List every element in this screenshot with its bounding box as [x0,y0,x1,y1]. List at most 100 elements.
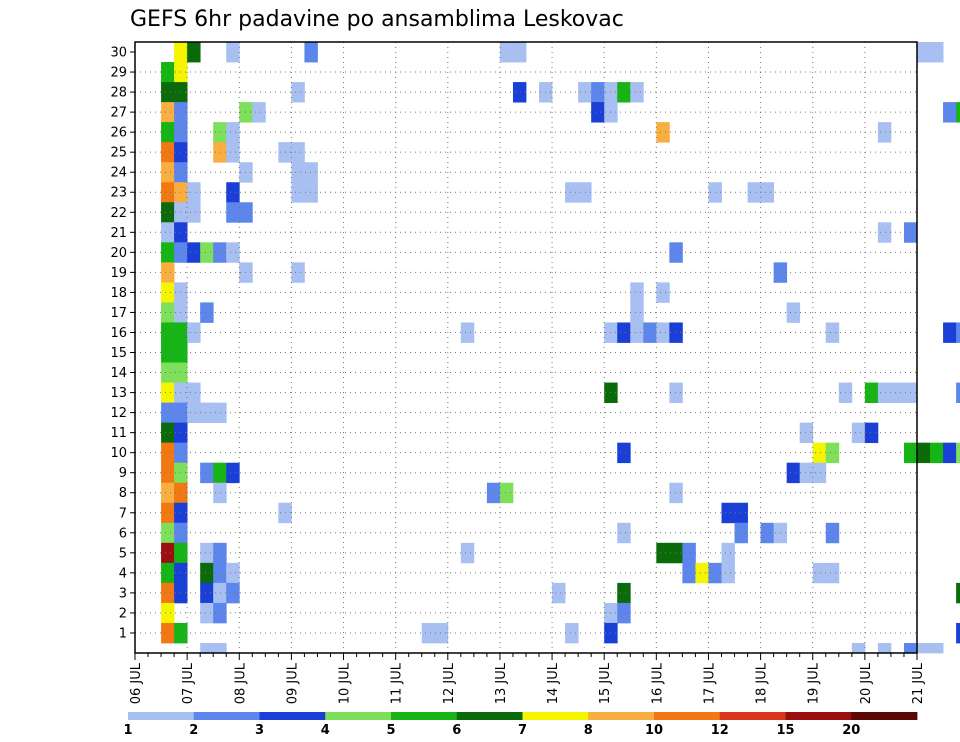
precip-cell-m10-t52 [812,442,827,464]
precip-cell-m0-t61 [930,642,944,654]
precip-cell-m16-t25 [460,322,475,343]
precip-cell-m9-t6 [213,462,227,484]
precip-cell-m16-t37 [617,322,631,343]
precip-cell-m10-t61 [930,442,944,464]
colorbar-swatch-9 [654,712,721,720]
precip-cell-m1-t22 [421,622,436,644]
plot-frame [134,41,918,654]
precip-cell-m1-t63 [956,622,960,644]
precip-cell-m5-t41 [669,542,683,564]
precip-cell-m3-t32 [552,582,566,604]
x-tick-label-7: 13 JUL [494,662,509,704]
precip-cell-m6-t48 [760,522,775,544]
axes-layer: 1234567891011121314151617181920212223242… [110,41,926,704]
y-tick-label-2: 2 [119,606,127,621]
precip-cell-m4-t53 [825,562,840,584]
y-tick-label-23: 23 [110,186,127,201]
x-tick-label-10: 16 JUL [650,662,665,704]
precip-cell-m22-t4 [187,202,201,223]
precip-cell-m13-t56 [864,382,879,403]
precip-cell-m22-t2 [161,202,175,223]
precip-cell-m1-t33 [565,622,579,644]
precip-cell-m4-t52 [812,562,827,584]
colorbar-label-2: 2 [189,723,198,738]
precip-cell-m13-t4 [187,382,201,403]
precip-cell-m20-t6 [213,242,227,263]
y-tick-label-14: 14 [110,366,127,381]
y-tick-label-29: 29 [110,66,127,81]
precip-cell-m1-t23 [434,622,449,644]
precip-cell-m16-t41 [669,322,683,343]
precip-cell-m6-t2 [161,522,175,544]
precip-cell-m4-t2 [161,562,175,584]
precip-cell-m3-t2 [161,582,175,604]
precip-cell-m16-t62 [943,322,957,343]
precip-cell-m3-t37 [617,582,631,604]
precip-cell-m26-t6 [213,122,227,143]
precip-cell-m23-t7 [226,182,240,203]
x-tick-label-12: 18 JUL [755,662,770,704]
precip-cell-m25-t6 [213,142,227,163]
precip-cell-m16-t4 [187,322,201,343]
cells-layer [161,42,960,654]
precip-cell-m2-t2 [161,602,175,624]
colorbar-swatch-1 [128,712,195,720]
precip-cell-m2-t6 [213,602,227,624]
precip-cell-m3-t6 [213,582,227,604]
precip-cell-m16-t2 [161,322,175,343]
precip-cell-m7-t46 [734,502,748,524]
precip-cell-m4-t42 [682,562,696,584]
precip-cell-m8-t6 [213,482,227,504]
precip-cell-m5-t25 [460,542,475,564]
precip-cell-m26-t40 [656,122,670,143]
x-tick-label-5: 11 JUL [390,662,405,704]
precip-cell-m20-t41 [669,242,683,263]
colorbar-label-1: 1 [123,723,132,738]
x-tick-label-15: 21 JUL [911,662,926,704]
precip-cell-m30-t28 [499,42,514,63]
precip-cell-m1-t2 [161,622,175,644]
precip-cell-m9-t50 [786,462,801,484]
precip-cell-m28-t12 [291,82,305,103]
y-tick-label-9: 9 [119,466,127,481]
precip-cell-m10-t62 [943,442,957,464]
colorbar-swatch-2 [193,712,260,720]
precip-cell-m10-t2 [161,442,175,464]
y-tick-label-11: 11 [110,426,127,441]
precip-cell-m28-t38 [630,82,644,103]
colorbar-label-7: 7 [518,723,527,738]
x-tick-label-6: 12 JUL [442,662,457,704]
y-tick-label-21: 21 [110,226,127,241]
precip-cell-m24-t2 [161,162,175,183]
precip-cell-m2-t5 [200,602,214,624]
precip-cell-m20-t2 [161,242,175,263]
precip-cell-m19-t12 [291,262,305,283]
precip-cell-m17-t2 [161,302,175,323]
precip-cell-m6-t37 [617,522,631,544]
precip-cell-m8-t28 [499,482,514,504]
precip-cell-m9-t51 [799,462,814,484]
colorbar-label-20: 20 [842,723,860,738]
precip-cell-m30-t3 [174,42,188,63]
colorbar-label-15: 15 [776,723,794,738]
precip-cell-m0-t60 [917,642,931,654]
x-tick-label-9: 15 JUL [598,662,613,704]
y-tick-label-7: 7 [119,506,127,521]
precip-cell-m13-t58 [890,382,905,403]
precip-cell-m4-t45 [721,562,735,584]
y-tick-label-15: 15 [110,346,127,361]
precip-cell-m17-t38 [630,302,644,323]
precip-cell-m30-t29 [512,42,527,63]
precip-cell-m9-t7 [226,462,240,484]
precip-cell-m27-t2 [161,102,175,123]
precip-cell-m27-t62 [943,102,957,123]
precip-cell-m18-t2 [161,282,175,303]
precip-cell-m3-t63 [956,582,960,604]
precip-cell-m10-t53 [825,442,840,464]
x-tick-label-3: 09 JUL [285,662,300,704]
x-tick-label-0: 06 JUL [129,662,144,704]
precip-cell-m10-t63 [956,442,960,464]
precip-cell-m22-t7 [226,202,240,223]
y-tick-label-17: 17 [110,306,127,321]
